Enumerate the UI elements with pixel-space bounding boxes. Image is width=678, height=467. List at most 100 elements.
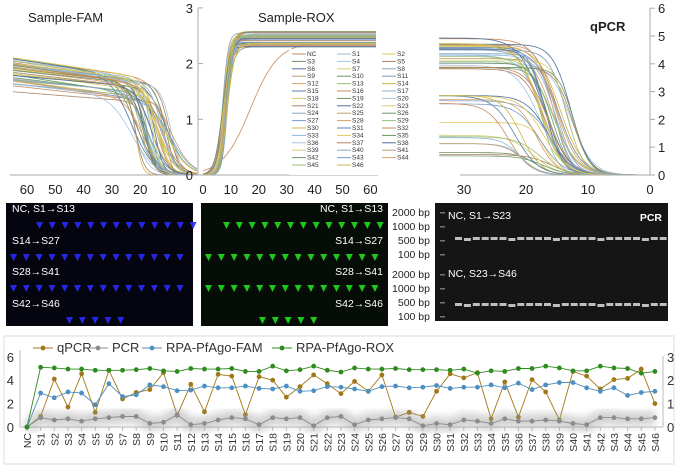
rox-legend-item: S4 <box>352 58 360 65</box>
data-point <box>161 384 166 390</box>
gel-band <box>86 285 94 292</box>
data-point <box>311 372 317 378</box>
data-point <box>256 369 262 374</box>
data-point <box>516 366 521 371</box>
pcr-band <box>633 237 640 240</box>
data-point <box>516 380 521 386</box>
x-tick-label: S44 <box>623 433 635 452</box>
gel-band <box>48 285 56 292</box>
data-point <box>297 388 303 394</box>
data-point <box>625 376 630 381</box>
data-point <box>147 421 153 426</box>
data-point <box>447 371 453 377</box>
rox-x-tick: 20 <box>252 182 266 197</box>
gel-row-label: NC, S1→S13 <box>12 203 75 215</box>
rox-legend-item: S26 <box>397 110 409 117</box>
chart-frame <box>3 335 675 465</box>
data-point <box>434 388 439 394</box>
fam-curve <box>12 65 198 176</box>
pcr-band <box>606 303 614 306</box>
gel-band <box>176 222 184 229</box>
legend: qPCR PCR RPA-PfAgo-FAM RPA-PfAgo-ROX <box>33 340 394 355</box>
data-point <box>365 366 371 372</box>
gel-band <box>320 254 328 261</box>
data-point <box>434 421 439 426</box>
gel-band <box>371 285 379 292</box>
pcr-band <box>455 237 462 240</box>
x-tick-label: S24 <box>350 433 362 452</box>
data-point <box>243 383 248 389</box>
pcr-band <box>552 238 560 241</box>
gel-band <box>243 254 251 261</box>
rox-legend-item: S5 <box>397 58 405 65</box>
gel-band <box>125 222 133 229</box>
data-point <box>92 416 98 422</box>
data-point <box>420 384 426 390</box>
data-point <box>79 371 84 377</box>
fam-curve <box>12 75 198 176</box>
rox-legend-item: S38 <box>397 140 409 147</box>
gel-band <box>217 254 225 261</box>
gel-band <box>294 254 302 261</box>
data-point <box>229 415 235 421</box>
pcr-band <box>490 303 498 306</box>
rox-legend-item: S15 <box>307 88 319 95</box>
ladder-label: 1000 bp <box>392 283 430 295</box>
gel-band <box>345 285 353 292</box>
y-right-tick: 0 <box>667 420 674 435</box>
data-point <box>529 387 535 392</box>
rox-legend-item: S13 <box>352 81 364 88</box>
gel-band <box>287 222 294 229</box>
rox-title: Sample-ROX <box>258 10 335 25</box>
gel-band <box>358 254 366 261</box>
x-tick-label: S26 <box>377 433 389 452</box>
data-point <box>352 365 357 371</box>
rox-legend-item: S27 <box>307 118 319 125</box>
rox-legend-item: S1 <box>352 51 360 58</box>
data-point <box>215 366 221 372</box>
rox-legend-item: S39 <box>307 147 319 154</box>
data-point <box>338 384 344 390</box>
data-point <box>379 366 385 372</box>
data-point <box>393 366 398 371</box>
data-point <box>352 378 357 384</box>
rox-legend-item: S11 <box>397 73 408 80</box>
pcr-band <box>570 237 578 240</box>
y-left-tick: 6 <box>7 350 14 365</box>
data-point <box>652 369 658 374</box>
x-tick-label: S20 <box>295 433 307 452</box>
data-point <box>584 422 590 428</box>
x-tick-label: S42 <box>595 433 607 452</box>
x-tick-label: S7 <box>118 433 130 446</box>
fam-curve <box>12 71 197 176</box>
x-tick-label: S37 <box>527 433 539 452</box>
data-point <box>420 367 426 373</box>
rox-legend-item: S31 <box>352 125 364 132</box>
data-point <box>311 388 317 394</box>
pcr-band <box>463 304 471 307</box>
qpcr-x-tick: 0 <box>646 182 653 197</box>
gel-band <box>61 222 69 229</box>
gel-band <box>35 285 43 292</box>
x-tick-label: S33 <box>472 433 484 452</box>
rox-legend-item: S45 <box>307 162 319 169</box>
data-point <box>488 368 494 374</box>
rox-legend-item: S12 <box>307 81 319 88</box>
y-left-tick: 0 <box>7 420 14 435</box>
x-tick-label: NC <box>22 433 34 449</box>
data-point <box>420 423 426 429</box>
data-point <box>106 415 112 421</box>
data-point <box>638 370 644 376</box>
gel-band <box>235 222 243 229</box>
x-tick-label: S34 <box>486 433 498 452</box>
data-point <box>297 367 303 373</box>
data-point <box>447 422 453 428</box>
data-point <box>529 418 535 424</box>
gel-band <box>205 254 212 261</box>
gel-band <box>338 222 346 229</box>
data-point <box>24 424 30 430</box>
rox-legend-item: S14 <box>397 81 409 88</box>
pcr-band <box>633 303 640 306</box>
bottom-comparison-chart: 0 2 4 6 0 1 2 3 NC S1 S2 S3 S4 S5 S6 S7 S8 S9 S10 S11 S12 S13… <box>3 335 675 465</box>
data-point <box>324 367 330 373</box>
